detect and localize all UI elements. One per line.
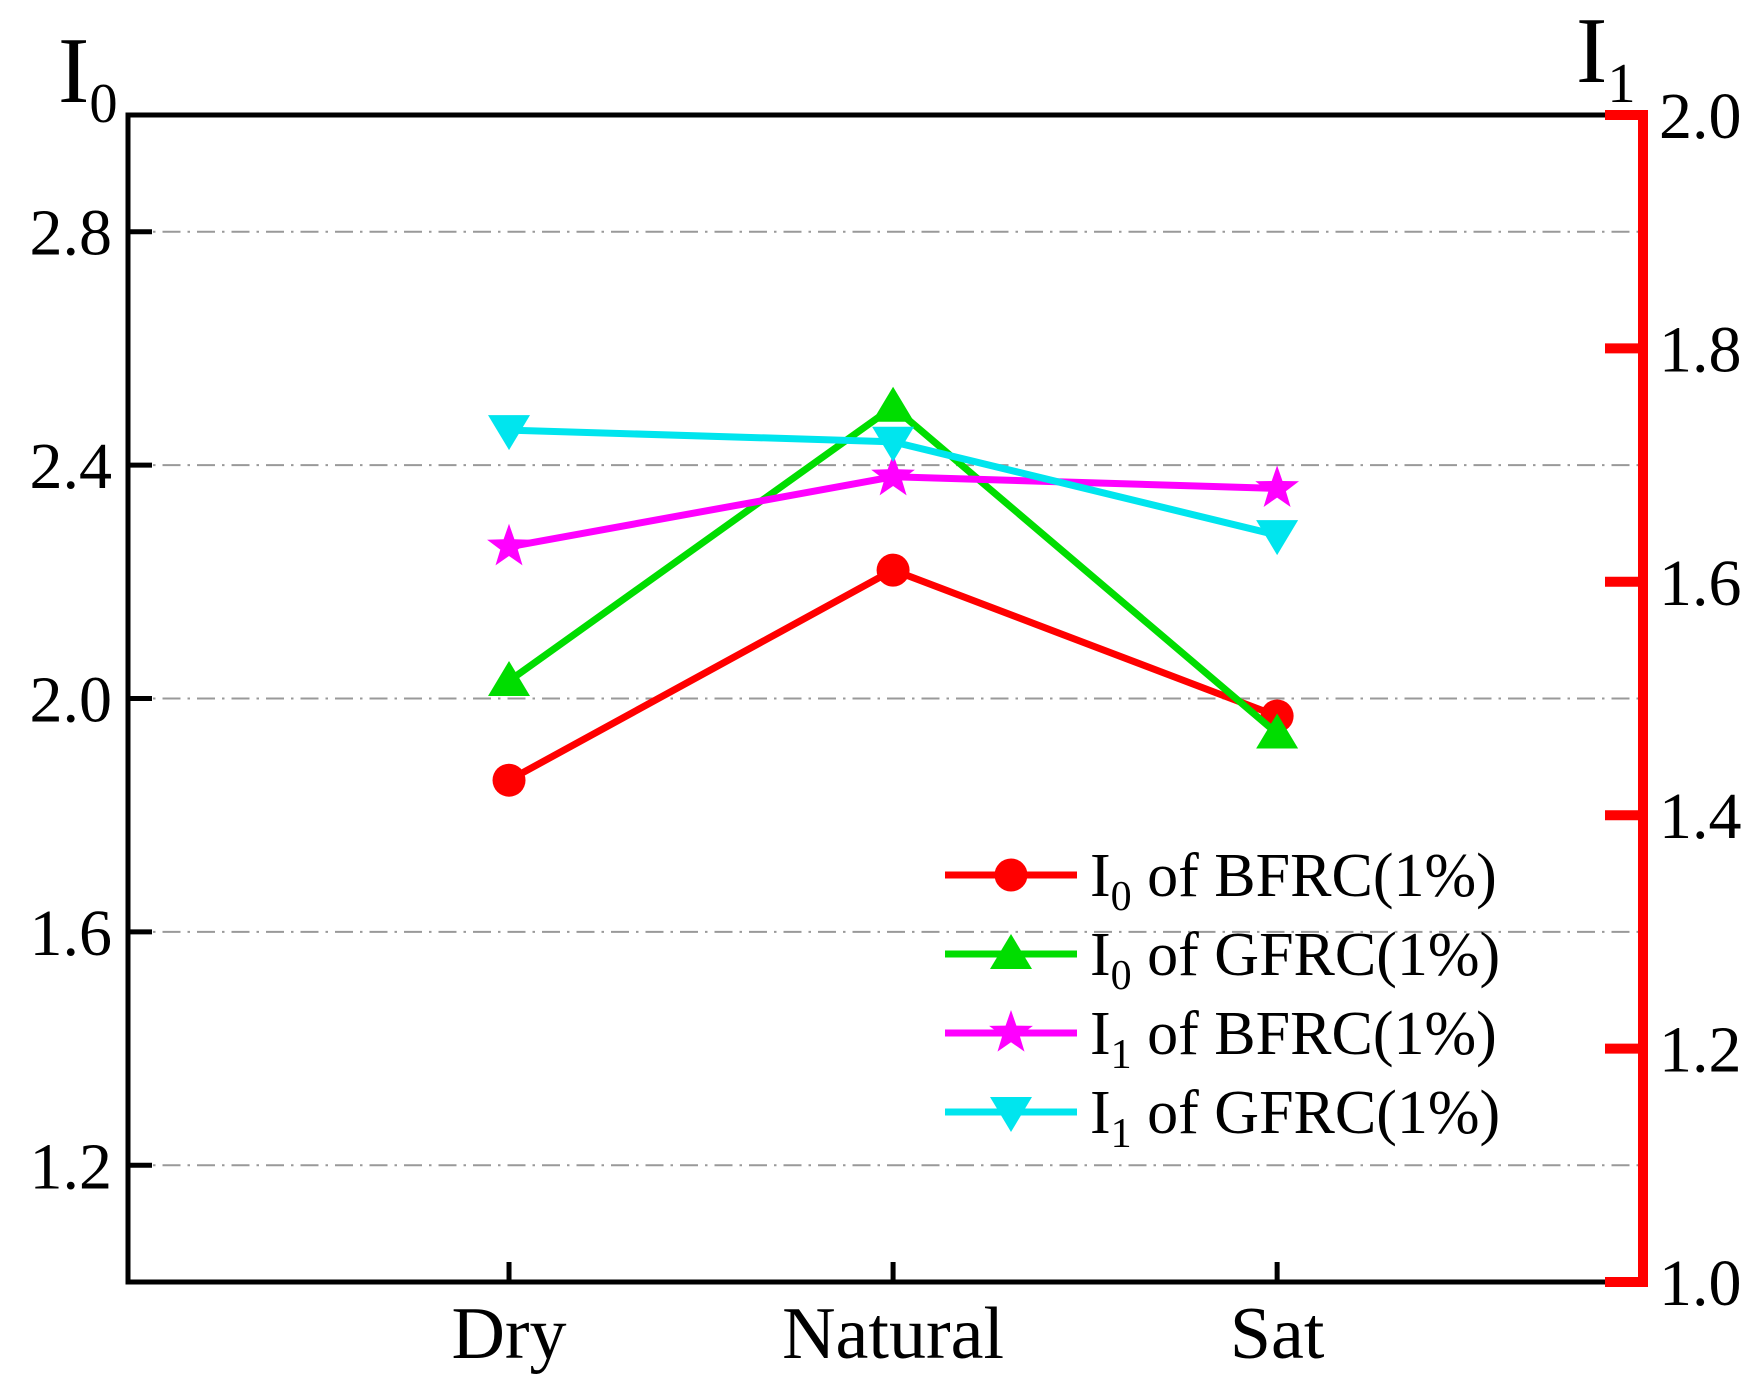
series-i0-of-bfrc-1- bbox=[492, 553, 1294, 797]
axis-labels-group: 2.8 2.4 2.0 1.6 1.2 2.0 1.8 1.6 1.4 1.2 1.0 Dry Natu… bbox=[30, 80, 1742, 1375]
marker-triangle-up bbox=[872, 386, 915, 422]
marker-triangle-down bbox=[990, 1097, 1032, 1132]
marker-star bbox=[871, 453, 915, 496]
legend-label: I0 of BFRC(1%) bbox=[1090, 842, 1497, 920]
legend-label: I1 of BFRC(1%) bbox=[1090, 1000, 1497, 1078]
gridlines-group bbox=[128, 230, 1643, 1167]
right-tick-label: 1.2 bbox=[1659, 1014, 1742, 1087]
marker-triangle-up bbox=[990, 934, 1032, 969]
marker-triangle-up bbox=[488, 660, 531, 696]
marker-circle bbox=[876, 553, 910, 587]
right-axis-title-sub: 1 bbox=[1607, 52, 1636, 115]
series-line bbox=[508, 473, 1278, 551]
axes-group bbox=[125, 110, 1648, 1287]
left-axis-title: I0 bbox=[58, 24, 118, 132]
legend-label: I0 of GFRC(1%) bbox=[1090, 921, 1500, 999]
legend-label: I1 of GFRC(1%) bbox=[1090, 1079, 1500, 1157]
right-tick-label: 2.0 bbox=[1659, 80, 1742, 153]
right-axis-title-base: I bbox=[1576, 0, 1608, 103]
legend: I0 of BFRC(1%)I0 of GFRC(1%)I1 of BFRC(1… bbox=[945, 842, 1500, 1157]
legend-entry: I0 of GFRC(1%) bbox=[945, 921, 1500, 999]
category-label: Natural bbox=[782, 1293, 1004, 1375]
marker-star bbox=[1255, 465, 1299, 507]
left-axis-title-base: I bbox=[58, 19, 90, 123]
right-tick-label: 1.8 bbox=[1659, 313, 1742, 386]
marker-triangle-down bbox=[1256, 520, 1299, 556]
series-i1-of-bfrc-1- bbox=[487, 453, 1299, 566]
legend-entry: I1 of GFRC(1%) bbox=[945, 1079, 1500, 1157]
left-axis-title-sub: 0 bbox=[89, 72, 118, 135]
left-tick-label: 2.8 bbox=[30, 197, 113, 270]
right-tick-label: 1.4 bbox=[1659, 780, 1742, 853]
marker-star bbox=[989, 1010, 1033, 1052]
marker-triangle-down bbox=[488, 415, 531, 451]
left-tick-label: 1.6 bbox=[30, 897, 113, 970]
right-tick-label: 1.6 bbox=[1659, 547, 1742, 620]
right-tick-label: 1.0 bbox=[1659, 1247, 1742, 1320]
right-axis-title: I1 bbox=[1576, 4, 1636, 112]
series-i0-of-gfrc-1- bbox=[488, 386, 1299, 749]
category-label: Dry bbox=[451, 1293, 566, 1375]
left-tick-label: 2.4 bbox=[30, 430, 113, 503]
legend-entry: I1 of BFRC(1%) bbox=[945, 1000, 1497, 1078]
series-group bbox=[487, 386, 1299, 797]
marker-circle bbox=[492, 763, 526, 797]
marker-triangle-up bbox=[1256, 713, 1299, 749]
left-tick-label: 2.0 bbox=[30, 664, 113, 737]
left-tick-label: 1.2 bbox=[30, 1130, 113, 1203]
series-i1-of-gfrc-1- bbox=[488, 415, 1299, 556]
legend-entry: I0 of BFRC(1%) bbox=[945, 842, 1497, 920]
category-label: Sat bbox=[1230, 1293, 1325, 1375]
marker-star bbox=[487, 523, 531, 566]
marker-circle bbox=[994, 858, 1028, 892]
marker-triangle-down bbox=[872, 426, 915, 462]
